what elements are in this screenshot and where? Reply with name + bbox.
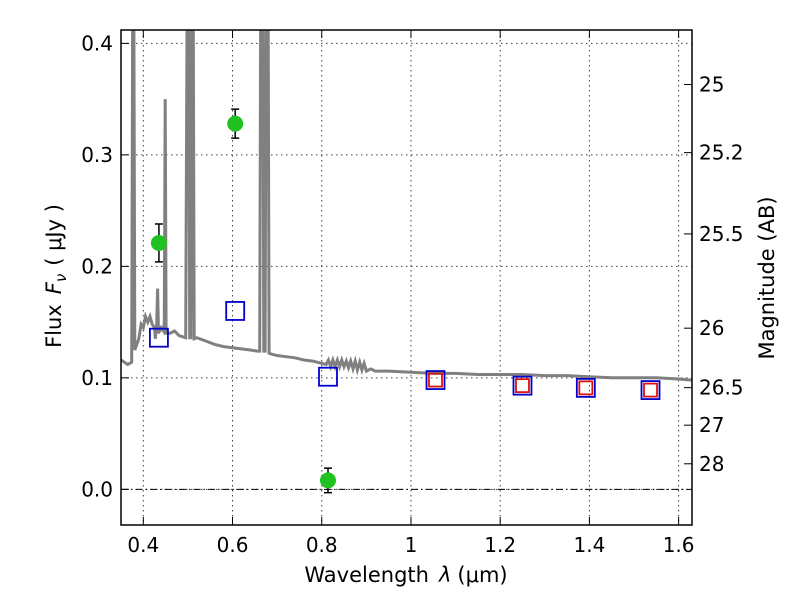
grid-lines bbox=[121, 30, 692, 525]
x-axis-label-symbol: λ bbox=[438, 563, 451, 587]
model-square bbox=[318, 366, 338, 387]
x-axis-label-unit: (μm) bbox=[457, 563, 507, 587]
plot-frame bbox=[120, 29, 693, 526]
plot-area bbox=[121, 30, 692, 494]
flux-point bbox=[227, 115, 244, 132]
model-square bbox=[428, 372, 443, 388]
model-square bbox=[575, 377, 596, 398]
y2-tick-label: 26 bbox=[699, 316, 724, 340]
model-square bbox=[225, 301, 246, 321]
data-markers bbox=[149, 108, 661, 494]
model-spectrum-line bbox=[121, 30, 692, 382]
y2-tick-label: 25.2 bbox=[699, 141, 744, 165]
y-axis-label: Flux Fν ( μJy ) bbox=[42, 204, 70, 348]
y2-tick-label: 25.5 bbox=[699, 222, 744, 246]
x-tick-label: 0.8 bbox=[306, 533, 338, 557]
model-square bbox=[425, 370, 446, 390]
x-tick-label: 0.6 bbox=[217, 533, 249, 557]
y-axis-label-unit: ( μJy ) bbox=[42, 204, 66, 266]
y2-tick-label: 27 bbox=[699, 413, 724, 437]
y2-tick-label: 26.5 bbox=[699, 376, 744, 400]
model-square bbox=[643, 382, 658, 398]
y-axis-label-prefix: Flux bbox=[42, 304, 66, 348]
x-tick-label: 1.4 bbox=[573, 533, 605, 557]
y2-axis-label: Magnitude (AB) bbox=[755, 196, 779, 359]
y-axis-label-symbol: F bbox=[42, 281, 66, 294]
x-tick-label: 0.4 bbox=[127, 533, 159, 557]
model-square bbox=[512, 375, 533, 396]
y2-tick-label: 25 bbox=[699, 73, 724, 97]
x-tick-label: 1.6 bbox=[663, 533, 695, 557]
y-tick-label: 0.3 bbox=[81, 143, 113, 167]
y2-tick-label: 28 bbox=[699, 452, 724, 476]
axis-tick-labels: 0.4 0.6 0.8 1 1.2 1.4 1.6 0.0 0.1 0.2 0.3 0.4 25 25.2… bbox=[81, 31, 743, 557]
x-tick-label: 1 bbox=[405, 533, 418, 557]
y-tick-label: 0.4 bbox=[81, 31, 113, 55]
model-square bbox=[149, 327, 169, 348]
y-axis-label-subscript: ν bbox=[52, 274, 70, 282]
y-tick-label: 0.2 bbox=[81, 254, 113, 278]
y-tick-label: 0.0 bbox=[81, 477, 113, 501]
model-square bbox=[578, 380, 594, 396]
x-tick-label: 1.2 bbox=[484, 533, 516, 557]
model-square bbox=[640, 380, 661, 401]
y-tick-label: 0.1 bbox=[81, 366, 113, 390]
flux-point bbox=[319, 472, 336, 489]
model-square bbox=[515, 378, 530, 394]
flux-point bbox=[150, 234, 167, 251]
axis-ticks bbox=[121, 30, 692, 525]
x-axis-label-prefix: Wavelength bbox=[304, 563, 429, 587]
x-axis-label: Wavelength λ (μm) bbox=[304, 563, 507, 587]
